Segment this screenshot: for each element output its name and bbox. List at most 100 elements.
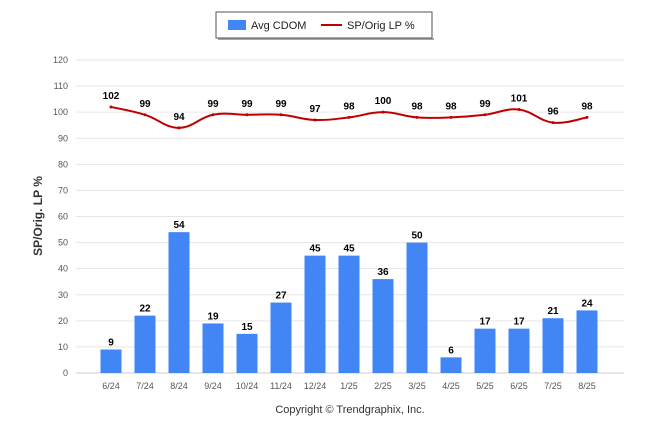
bar [508,328,530,373]
bar-value-label: 45 [343,244,355,255]
bar-data-labels: 9 22 54 19 15 27 45 45 36 50 6 17 17 21 24 [108,220,593,356]
line-value-label: 98 [343,101,355,112]
legend-swatch-avg-cdom [228,20,246,30]
line-point [143,113,147,117]
line-value-label: 94 [173,112,185,123]
bar [304,255,326,373]
line-value-label: 101 [511,94,528,105]
line-data-labels: 102 99 94 99 99 99 97 98 100 98 98 99 101 96 98 [103,91,593,123]
y-tick-label: 10 [58,342,68,352]
bar [440,357,462,373]
x-tick-label: 7/25 [544,381,562,391]
bar-value-label: 6 [448,345,454,356]
y-tick-label: 50 [58,238,68,248]
line-value-label: 98 [445,101,457,112]
x-axis-ticks: 6/24 7/24 8/24 9/24 10/24 11/24 12/24 1/25 2/25 3… [102,381,596,391]
line-value-label: 98 [411,101,423,112]
bar [270,302,292,373]
line-point [449,115,453,119]
bar-value-label: 15 [241,322,253,333]
legend-label-avg-cdom: Avg CDOM [251,20,306,32]
x-tick-label: 1/25 [340,381,358,391]
y-tick-label: 90 [58,133,68,143]
bar [576,310,598,373]
bar [338,255,360,373]
bar [372,279,394,373]
line-value-label: 99 [275,99,287,110]
line-value-label: 96 [547,107,559,118]
y-tick-label: 30 [58,290,68,300]
x-tick-label: 12/24 [304,381,327,391]
line-value-label: 98 [581,101,593,112]
line-point [381,110,385,114]
line-point [551,121,555,125]
bar-value-label: 36 [377,267,389,278]
bar [134,315,156,373]
bar-value-label: 54 [173,220,185,231]
line-point [483,113,487,117]
bar-value-label: 45 [309,244,321,255]
bar-value-label: 50 [411,231,423,242]
bar-value-label: 27 [275,291,287,302]
bar-series [100,232,598,373]
line-point [415,115,419,119]
bar [236,333,258,373]
bar-value-label: 21 [547,306,559,317]
x-tick-label: 6/24 [102,381,120,391]
y-tick-label: 110 [54,81,68,91]
line-point [177,126,181,130]
bar-value-label: 17 [479,317,491,328]
bar [202,323,224,373]
line-value-label: 99 [241,99,253,110]
line-value-label: 100 [375,96,392,107]
y-tick-label: 120 [53,55,68,65]
bar [542,318,564,373]
bar-value-label: 22 [139,304,151,315]
line-point [313,118,317,122]
x-tick-label: 11/24 [270,381,292,391]
legend: Avg CDOM SP/Orig LP % [215,11,434,40]
line-value-label: 102 [103,91,120,102]
line-point [279,113,283,117]
y-tick-label: 20 [58,316,68,326]
line-point [211,113,215,117]
bar [474,328,496,373]
line-point [347,115,351,119]
x-tick-label: 4/25 [442,381,460,391]
x-tick-label: 8/25 [578,381,596,391]
y-axis-title: SP/Orig. LP % [31,176,45,256]
y-tick-label: 0 [63,368,68,378]
grid [76,59,624,374]
copyright: Copyright © Trendgraphix, Inc. [275,404,424,416]
line-point [585,115,589,119]
line-value-label: 99 [479,99,491,110]
legend-label-sp-orig: SP/Orig LP % [347,20,415,32]
y-tick-label: 100 [53,107,68,117]
bar-value-label: 9 [108,338,114,349]
bar-value-label: 19 [207,311,219,322]
x-tick-label: 7/24 [136,381,154,391]
x-tick-label: 10/24 [236,381,259,391]
line-point [517,108,521,112]
bar-value-label: 17 [513,317,525,328]
x-tick-label: 3/25 [408,381,426,391]
line-value-label: 99 [207,99,219,110]
line-value-label: 97 [309,104,321,115]
y-tick-label: 40 [58,264,68,274]
x-tick-label: 5/25 [476,381,494,391]
x-tick-label: 8/24 [170,381,188,391]
line-value-label: 99 [139,99,151,110]
line-point [245,113,249,117]
line-point [109,105,113,109]
bar [100,349,122,373]
x-tick-label: 9/24 [204,381,222,391]
y-axis-ticks: 0 10 20 30 40 50 60 70 80 90 100 110 120 [53,55,68,378]
x-tick-label: 6/25 [510,381,528,391]
y-tick-label: 70 [58,185,68,195]
line-series [109,105,589,130]
y-tick-label: 80 [58,159,68,169]
bar [406,242,428,373]
x-tick-label: 2/25 [374,381,392,391]
